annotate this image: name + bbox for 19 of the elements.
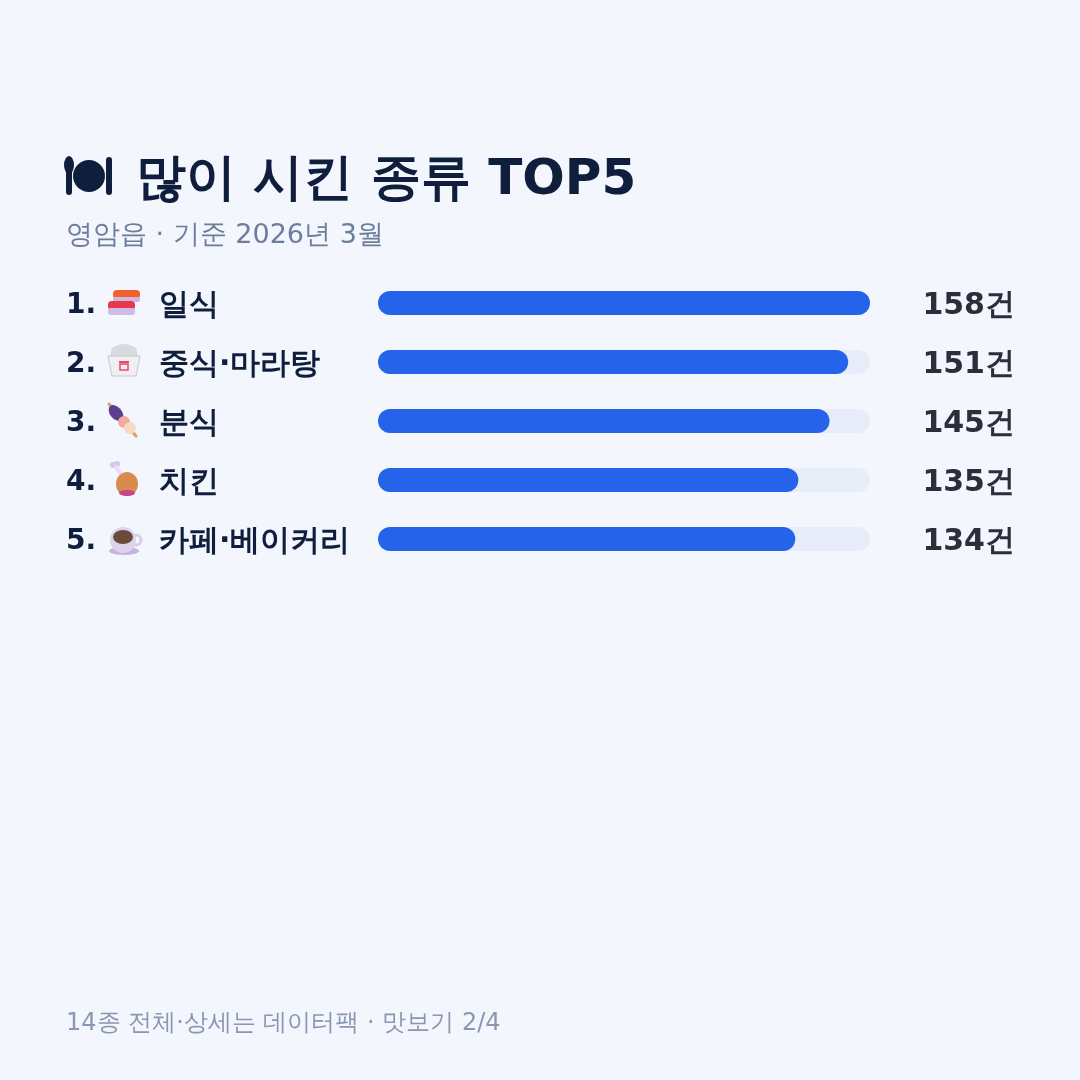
data-label: 135건 <box>922 463 1015 498</box>
chart-title: 많이 시킨 종류 TOP5 <box>136 148 637 206</box>
text: 14종 전체·상세는 데이터팩 · 맛보기 2/4 <box>66 1008 501 1036</box>
y-tick-label: 분식 <box>159 404 219 439</box>
text: 5. <box>66 523 97 556</box>
y-tick-label: 치킨 <box>159 463 219 498</box>
data-label: 151건 <box>922 345 1015 380</box>
text: 2. <box>66 346 97 379</box>
text: 3. <box>66 405 97 438</box>
chart-subtitle: 영암읍 · 기준 2026년 3월 <box>66 218 384 249</box>
text: 1. <box>66 287 97 320</box>
data-label: 158건 <box>922 286 1015 321</box>
bar <box>378 291 870 315</box>
text: 4. <box>66 464 97 497</box>
data-label: 134건 <box>922 522 1015 557</box>
y-tick-label: 중식·마라탕 <box>159 345 321 380</box>
y-tick-label: 카페·베이커리 <box>159 522 351 557</box>
data-label: 145건 <box>922 404 1015 439</box>
y-tick-label: 일식 <box>159 286 219 321</box>
